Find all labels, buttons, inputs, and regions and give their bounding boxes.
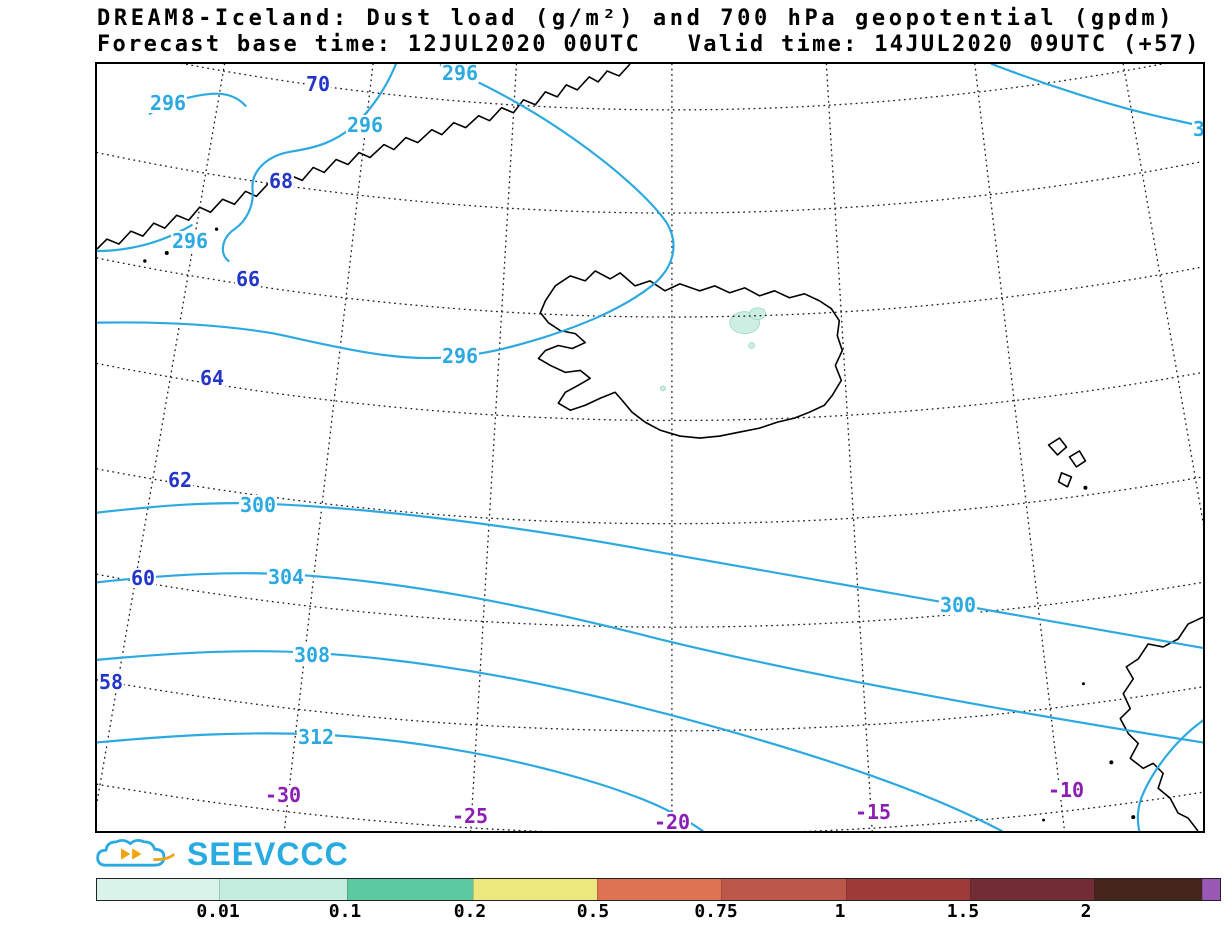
dust-load-colorbar: [96, 878, 1221, 901]
contour-label: 296: [440, 62, 480, 85]
dust-load-area: [660, 307, 766, 392]
contour-label: 308: [292, 643, 332, 667]
lat-label: 70: [304, 72, 332, 96]
colorbar-tick-label: 0.2: [453, 901, 487, 922]
lat-label: 58: [97, 670, 125, 694]
geopotential-contours: [97, 64, 1203, 831]
map-subtitle: Forecast base time: 12JUL2020 00UTC Vali…: [97, 32, 1201, 57]
contour-308: [97, 650, 1003, 831]
seevccc-logo: SEEVCCC: [93, 834, 349, 874]
map-title: DREAM8-Iceland: Dust load (g/m²) and 700…: [97, 6, 1176, 31]
contour-296-main: [97, 64, 675, 360]
colorbar-segment: [970, 879, 1094, 900]
coastline-faroe-islands: [1047, 437, 1088, 490]
lon-label: -10: [1046, 778, 1086, 802]
lon-label: -30: [263, 783, 303, 807]
contour-304: [97, 572, 1203, 744]
contour-label: 296: [170, 229, 210, 253]
contour-312: [97, 732, 704, 831]
contour-label: 296: [440, 344, 480, 368]
contour-bottom-right: [1136, 719, 1203, 831]
lat-label: 68: [267, 169, 295, 193]
cloud-logo-icon: [96, 838, 175, 867]
contour-label: 304: [266, 565, 306, 589]
colorbar-tick-label: 0.01: [196, 901, 240, 922]
graticule: [97, 64, 1203, 831]
coastline-iceland: [537, 270, 844, 439]
contour-label: 3: [1191, 117, 1205, 141]
colorbar-segment: [473, 879, 597, 900]
map-canvas: 296 296 296 296 296 300 304 308 312 300 …: [95, 62, 1205, 833]
colorbar-segment: [97, 879, 219, 900]
contour-label: 296: [148, 91, 188, 115]
colorbar-segment: [846, 879, 970, 900]
colorbar-tick-label: 2: [1080, 901, 1092, 922]
colorbar-tick-label: 0.1: [328, 901, 362, 922]
colorbar-segment: [1094, 879, 1202, 900]
colorbar-tick-label: 0.5: [576, 901, 610, 922]
lat-label: 62: [166, 468, 194, 492]
contour-label: 296: [345, 113, 385, 137]
colorbar-tick-label: 1.5: [946, 901, 980, 922]
coastline-scotland: [1119, 616, 1203, 831]
lat-label: 64: [198, 366, 226, 390]
colorbar-tick-label: 1: [834, 901, 846, 922]
contour-label: 300: [238, 493, 278, 517]
lon-label: -15: [853, 800, 893, 824]
lon-label: -20: [652, 810, 692, 833]
lat-label: 60: [129, 566, 157, 590]
lat-label: 66: [234, 267, 262, 291]
contour-top-right: [990, 64, 1203, 128]
coastline-greenland: [97, 64, 631, 250]
colorbar-segment: [347, 879, 473, 900]
contour-300: [97, 502, 1203, 650]
colorbar-segment: [1202, 879, 1220, 900]
map-graphic: [97, 64, 1203, 831]
contour-label: 312: [296, 725, 336, 749]
contour-label: 300: [938, 593, 978, 617]
colorbar-segment: [721, 879, 846, 900]
logo-text: SEEVCCC: [187, 836, 349, 872]
colorbar-segment: [219, 879, 347, 900]
lon-label: -25: [450, 804, 490, 828]
colorbar-tick-label: 0.75: [694, 901, 738, 922]
colorbar-segment: [597, 879, 721, 900]
